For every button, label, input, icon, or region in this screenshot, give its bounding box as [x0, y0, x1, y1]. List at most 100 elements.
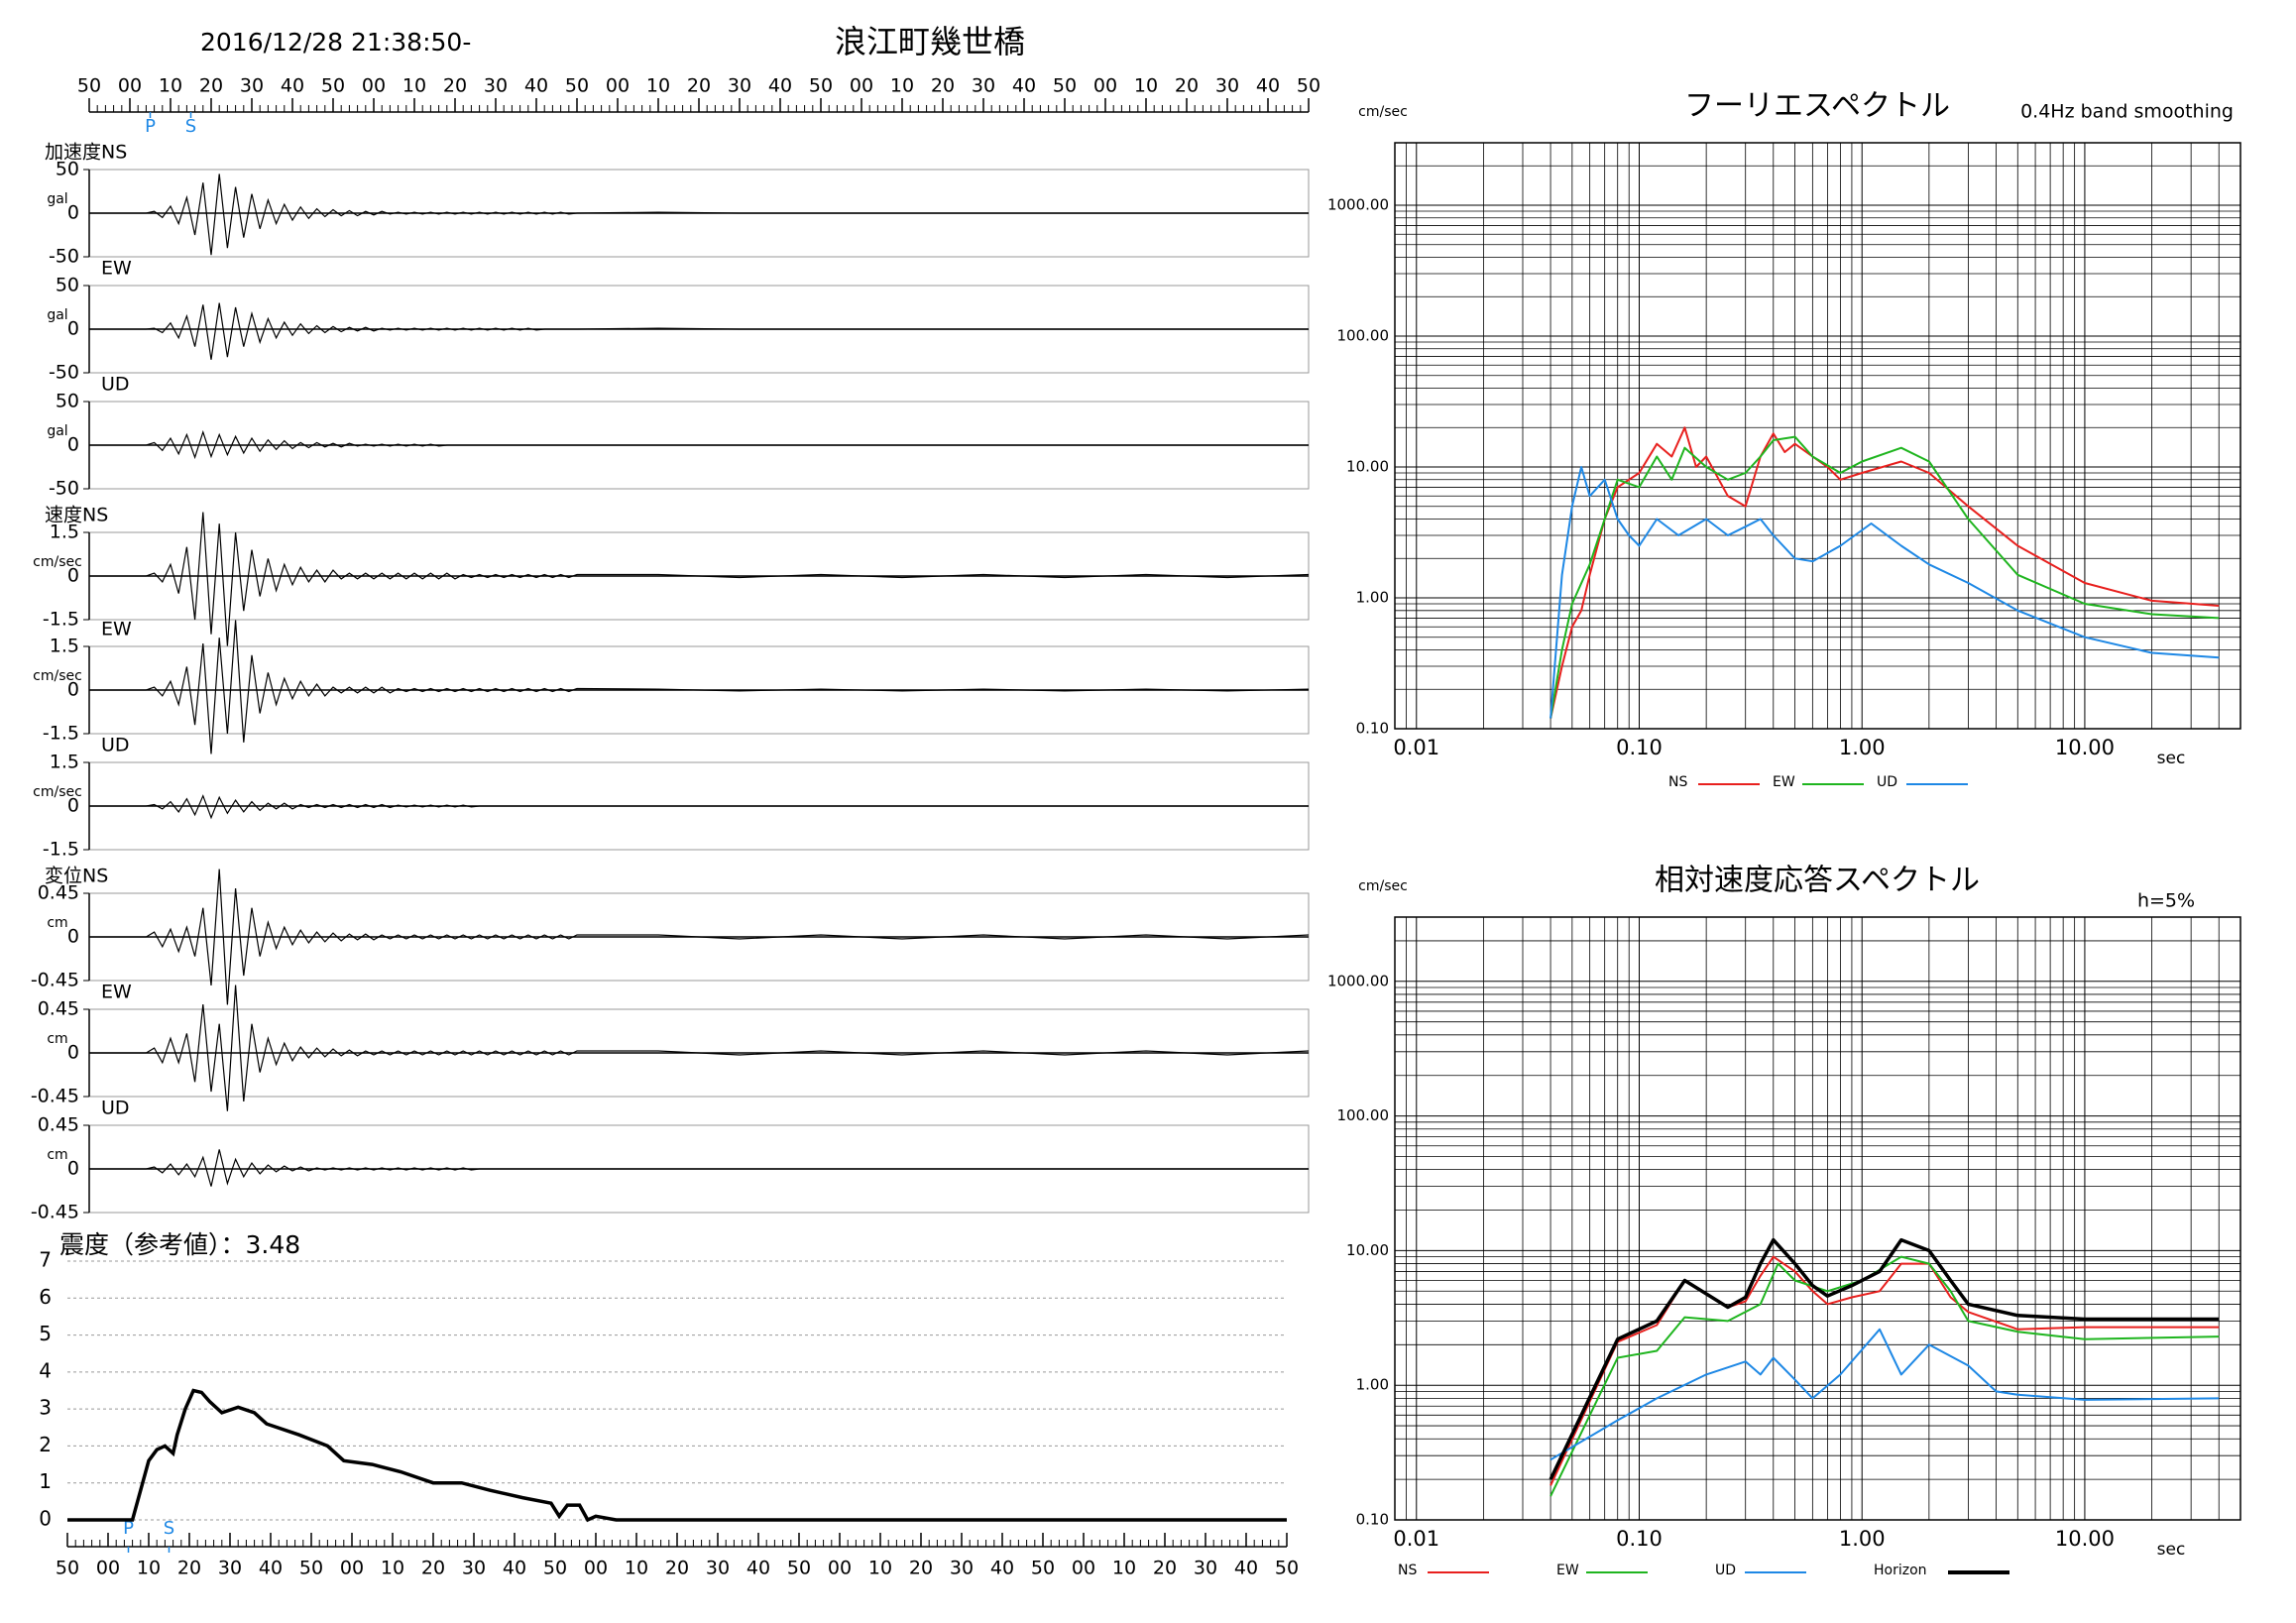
x-tick-label: 40 [503, 1558, 526, 1579]
x-tick-label: 50 [1297, 75, 1320, 97]
unit-label: cm [47, 1031, 67, 1047]
x-tick-label: 20 [1175, 75, 1199, 97]
x-tick-label: 30 [462, 1558, 486, 1579]
y-tick-label: 1000.00 [1327, 972, 1389, 989]
unit-label: cm/sec [33, 668, 82, 684]
y-tick-label: 3 [39, 1396, 52, 1420]
y-unit: cm/sec [1358, 878, 1408, 894]
x-tick-label: 20 [177, 1558, 201, 1579]
plot-frame [1394, 142, 2241, 730]
panel-label: EW [101, 619, 132, 640]
x-tick-label: 00 [850, 75, 873, 97]
spectrum-line [1550, 426, 2220, 719]
x-tick-label: 10.00 [2055, 1527, 2115, 1551]
legend-label: EW [1773, 774, 1795, 790]
y-tick-label: 0 [67, 318, 79, 340]
y-tick-label: -1.5 [43, 609, 79, 631]
unit-label: gal [47, 307, 67, 323]
panel-label: UD [101, 735, 130, 756]
y-tick-label: -50 [49, 362, 79, 384]
y-tick-label: 1000.00 [1327, 195, 1389, 213]
x-tick-label: 50 [1031, 1558, 1055, 1579]
y-tick-label: -1.5 [43, 723, 79, 745]
legend-label: UD [1877, 774, 1897, 790]
y-tick-label: 50 [56, 275, 79, 296]
legend-label: NS [1668, 774, 1687, 790]
y-tick-label: 1 [39, 1469, 52, 1493]
spectrum-line [1550, 466, 2220, 719]
unit-label: cm/sec [33, 554, 82, 570]
x-tick-label: 40 [746, 1558, 770, 1579]
x-tick-label: 20 [665, 1558, 689, 1579]
y-tick-label: 50 [56, 159, 79, 180]
x-tick-label: 30 [1215, 75, 1239, 97]
y-tick-label: 0.45 [38, 882, 79, 904]
x-tick-label: 00 [828, 1558, 852, 1579]
x-tick-label: 20 [1153, 1558, 1177, 1579]
x-unit: sec [2157, 749, 2186, 768]
y-tick-label: 10.00 [1346, 1241, 1389, 1259]
x-tick-label: 10 [1112, 1558, 1136, 1579]
x-tick-label: 30 [950, 1558, 974, 1579]
x-tick-label: 00 [118, 75, 142, 97]
x-tick-label: 50 [299, 1558, 323, 1579]
x-tick-label: 50 [1053, 75, 1077, 97]
marker-label: S [185, 116, 196, 137]
y-tick-label: 1.5 [50, 752, 79, 773]
title: 浪江町幾世橋 [835, 23, 1025, 60]
y-tick-label: 0 [67, 565, 79, 587]
y-tick-label: 0 [67, 1158, 79, 1180]
y-tick-label: 1.00 [1356, 1376, 1389, 1394]
note: h=5% [2137, 890, 2195, 912]
x-tick-label: 20 [421, 1558, 445, 1579]
y-tick-label: 7 [39, 1248, 52, 1272]
legend-label: NS [1398, 1563, 1417, 1578]
x-tick-label: 30 [1194, 1558, 1217, 1579]
x-tick-label: 10 [1134, 75, 1158, 97]
panel-label: UD [101, 1098, 130, 1119]
x-tick-label: 50 [543, 1558, 567, 1579]
x-tick-label: 50 [77, 75, 101, 97]
x-unit: sec [2157, 1540, 2186, 1560]
x-tick-label: 0.01 [1393, 736, 1439, 759]
x-tick-label: 40 [524, 75, 548, 97]
spectrum-line [1550, 1328, 2220, 1461]
note: 0.4Hz band smoothing [2020, 101, 2234, 123]
y-tick-label: 100.00 [1337, 1106, 1390, 1124]
waveform [89, 429, 1309, 460]
unit-label: cm [47, 1147, 67, 1163]
x-tick-label: 10 [868, 1558, 892, 1579]
y-tick-label: 50 [56, 391, 79, 412]
y-tick-label: 100.00 [1337, 326, 1390, 344]
y-tick-label: 2 [39, 1433, 52, 1456]
y-tick-label: 1.5 [50, 522, 79, 543]
y-tick-label: -50 [49, 246, 79, 268]
y-tick-label: 0 [67, 795, 79, 817]
unit-label: cm [47, 915, 67, 931]
waveform [89, 985, 1310, 1111]
x-tick-label: 30 [240, 75, 264, 97]
x-tick-label: 00 [606, 75, 630, 97]
x-tick-label: 30 [972, 75, 995, 97]
x-tick-label: 0.10 [1616, 736, 1663, 759]
x-tick-label: 1.00 [1839, 736, 1886, 759]
x-tick-label: 00 [1072, 1558, 1095, 1579]
spectrum-line [1549, 1237, 2220, 1480]
y-tick-label: 5 [39, 1322, 52, 1345]
x-tick-label: 0.10 [1616, 1527, 1663, 1551]
x-tick-label: 40 [1012, 75, 1036, 97]
marker-label: S [164, 1518, 174, 1539]
legend-label: UD [1715, 1563, 1736, 1578]
x-tick-label: 50 [321, 75, 345, 97]
y-tick-label: 1.00 [1356, 588, 1389, 606]
x-tick-label: 0.01 [1393, 1527, 1439, 1551]
x-tick-label: 50 [565, 75, 589, 97]
y-tick-label: 0 [67, 679, 79, 701]
x-tick-label: 10 [646, 75, 670, 97]
legend-label: EW [1556, 1563, 1579, 1578]
x-tick-label: 30 [484, 75, 508, 97]
x-tick-label: 20 [443, 75, 467, 97]
x-tick-label: 50 [1275, 1558, 1299, 1579]
y-tick-label: 0.45 [38, 998, 79, 1020]
